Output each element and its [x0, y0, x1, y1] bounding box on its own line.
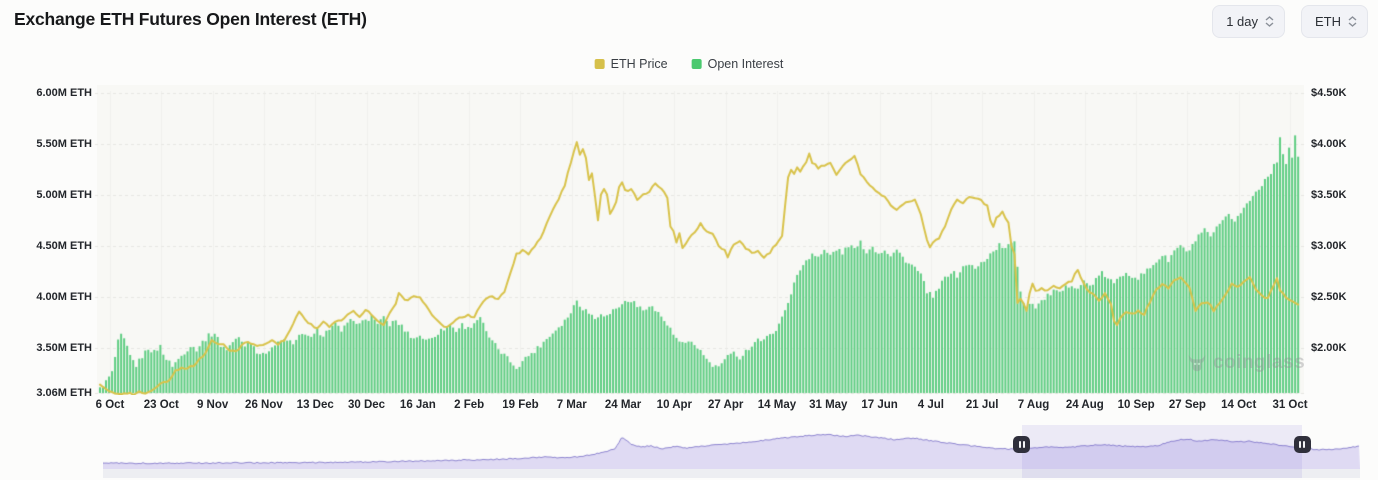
legend: ETH Price Open Interest [594, 57, 784, 71]
navigator-track [103, 469, 1360, 478]
page-title: Exchange ETH Futures Open Interest (ETH) [14, 9, 367, 29]
open-interest-swatch [691, 59, 702, 69]
x-axis-label: 14 Oct [1221, 399, 1257, 411]
brush-handle-left[interactable] [1013, 436, 1031, 453]
chevron-updown-icon [1265, 16, 1274, 27]
right-axis-label: $3.50K [1311, 189, 1347, 202]
x-axis-label: 31 May [809, 399, 848, 411]
right-axis-label: $4.00K [1311, 138, 1347, 151]
x-axis-label: 19 Feb [502, 399, 539, 411]
x-axis-label: 6 Oct [95, 399, 125, 411]
x-axis-label: 7 Mar [556, 399, 587, 411]
x-axis-label: 10 Sep [1117, 399, 1155, 411]
x-axis-label: 7 Aug [1017, 399, 1050, 411]
legend-item-open-interest[interactable]: Open Interest [691, 57, 784, 71]
legend-item-eth-price[interactable]: ETH Price [594, 57, 668, 71]
x-axis-label: 10 Apr [656, 399, 693, 411]
eth-price-swatch [594, 59, 605, 69]
x-axis-label: 13 Dec [296, 399, 334, 411]
right-axis-label: $3.00K [1311, 240, 1347, 253]
x-axis-label: 4 Jul [917, 399, 944, 411]
navigator[interactable] [103, 425, 1360, 478]
x-axis-label: 17 Jun [861, 399, 898, 411]
left-axis-label: 4.00M ETH [36, 291, 92, 304]
x-axis-label: 21 Jul [965, 399, 999, 411]
left-axis-label: 4.50M ETH [36, 240, 92, 253]
unit-select[interactable]: ETH [1301, 5, 1368, 38]
interval-select[interactable]: 1 day [1212, 5, 1285, 38]
interval-select-value: 1 day [1226, 14, 1258, 29]
left-axis-label: 3.06M ETH [36, 387, 92, 399]
main-chart-canvas[interactable] [0, 85, 1378, 395]
right-axis-label: $2.00K [1311, 342, 1347, 355]
right-axis-label: $4.50K [1311, 87, 1347, 100]
left-axis-label: 3.50M ETH [36, 342, 92, 355]
x-axis-label: 2 Feb [454, 399, 485, 411]
left-axis-label: 6.00M ETH [36, 87, 92, 99]
x-axis-label: 27 Apr [707, 399, 744, 411]
right-axis-label: $2.50K [1311, 291, 1347, 304]
legend-label: ETH Price [610, 57, 668, 71]
brush-selection[interactable] [1021, 425, 1303, 478]
legend-label: Open Interest [707, 57, 784, 71]
brush-handle-right[interactable] [1293, 436, 1311, 453]
x-axis-label: 23 Oct [143, 399, 179, 411]
x-axis-label: 26 Nov [245, 399, 283, 411]
x-axis-label: 14 May [757, 399, 797, 411]
chart-controls: 1 day ETH [1212, 5, 1368, 38]
x-axis-label: 30 Dec [347, 399, 386, 411]
x-axis-label: 24 Aug [1065, 399, 1104, 411]
x-axis-label: 27 Sep [1168, 399, 1206, 411]
unit-select-value: ETH [1315, 14, 1341, 29]
x-axis-label: 9 Nov [196, 399, 229, 411]
x-axis-label: 16 Jan [399, 399, 436, 411]
chevron-updown-icon [1348, 16, 1357, 27]
x-axis-label: 24 Mar [604, 399, 642, 411]
left-axis-label: 5.50M ETH [36, 138, 92, 151]
left-axis-label: 5.00M ETH [36, 189, 92, 202]
x-axis-label: 31 Oct [1272, 399, 1308, 411]
